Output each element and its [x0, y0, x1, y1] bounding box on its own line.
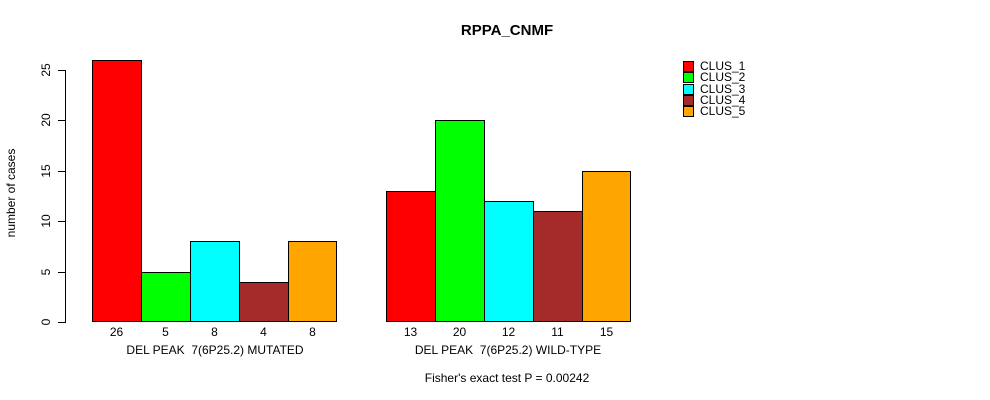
y-axis-tick	[58, 120, 65, 121]
legend-label: CLUS_4	[700, 93, 746, 108]
y-axis-label: number of cases	[4, 148, 18, 238]
bar-value-label: 26	[109, 325, 124, 339]
bar	[386, 191, 436, 322]
y-axis-tick	[58, 322, 65, 323]
bar-value-label: 12	[501, 325, 516, 339]
legend-swatch	[683, 95, 694, 107]
legend-label: CLUS_5	[700, 104, 746, 119]
group-label-mutated: DEL PEAK 7(6P25.2) MUTATED	[126, 343, 304, 357]
legend-row: CLUS_4	[683, 93, 746, 108]
bar	[141, 272, 191, 322]
y-axis-tick-label: 5	[39, 268, 53, 276]
y-axis-tick	[58, 70, 65, 71]
bar	[239, 282, 289, 322]
y-axis-tick-label: 0	[39, 318, 53, 326]
legend-swatch	[683, 106, 694, 118]
bar	[92, 60, 142, 322]
legend: CLUS_1 CLUS_2 CLUS_3 CLUS_4 CLUS_5	[683, 59, 746, 119]
chart-title: RPPA_CNMF	[460, 22, 554, 39]
y-axis-tick-label: 15	[39, 164, 53, 178]
legend-row: CLUS_5	[683, 104, 746, 119]
y-axis-tick-label: 10	[39, 214, 53, 228]
legend-label: CLUS_2	[700, 70, 746, 85]
legend-row: CLUS_1	[683, 59, 746, 74]
bar-value-label: 5	[162, 325, 169, 339]
y-axis-line	[65, 70, 66, 323]
bar	[582, 171, 631, 322]
bar-value-label: 15	[599, 325, 614, 339]
bar-value-label: 4	[260, 325, 267, 339]
bar	[533, 211, 583, 322]
legend-row: CLUS_3	[683, 81, 746, 96]
legend-label: CLUS_3	[700, 81, 746, 96]
legend-label: CLUS_1	[700, 59, 746, 74]
bar-value-label: 11	[551, 325, 564, 339]
bar	[435, 120, 485, 322]
bar	[190, 241, 240, 322]
stat-annotation: Fisher's exact test P = 0.00242	[424, 371, 590, 385]
bar-value-label: 8	[309, 325, 316, 339]
y-axis-tick	[58, 272, 65, 273]
bar-value-label: 13	[403, 325, 418, 339]
group-label-wild-type: DEL PEAK 7(6P25.2) WILD-TYPE	[414, 343, 602, 357]
bar	[288, 241, 337, 322]
legend-row: CLUS_2	[683, 70, 746, 85]
y-axis-tick	[58, 221, 65, 222]
y-axis-tick-label: 20	[39, 113, 53, 127]
legend-swatch	[683, 61, 694, 73]
legend-swatch	[683, 72, 694, 84]
bar-value-label: 8	[211, 325, 218, 339]
bar	[484, 201, 534, 322]
bar-value-label: 20	[452, 325, 467, 339]
y-axis-tick	[58, 171, 65, 172]
legend-swatch	[683, 83, 694, 95]
y-axis-tick-label: 25	[39, 63, 53, 77]
